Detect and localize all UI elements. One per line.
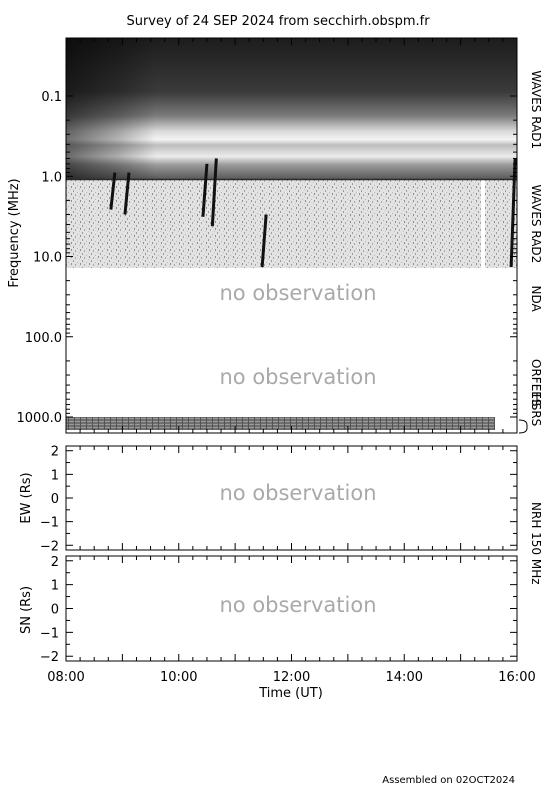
time-tick-label: 16:00 [498, 670, 535, 685]
sn-ticks: −2 −1 0 1 2 [40, 555, 517, 665]
freq-tick-label: 0.1 [41, 90, 62, 105]
time-tick-label: 12:00 [273, 670, 310, 685]
radio-burst [509, 158, 517, 268]
nrh-sn-panel: no observation SN (Rs) −2 −1 0 1 2 08:00 10:0… [19, 38, 536, 701]
radio-burst [260, 214, 268, 268]
time-tick-label: 10:00 [160, 670, 197, 685]
hsrs-brace [518, 419, 528, 434]
nrh-ew-panel: no observation EW (Rs) −2 −1 0 1 2 [19, 445, 518, 554]
y-axis-label-sn: SN (Rs) [19, 586, 34, 634]
no-observation-sn: no observation [219, 593, 376, 617]
radio-burst [123, 172, 131, 215]
position-tick-label: 1 [51, 579, 59, 594]
assembly-note: Assembled on 02OCT2024 [382, 775, 515, 786]
radio-burst [210, 158, 218, 227]
freq-tick-label: 100.0 [25, 331, 62, 346]
freq-tick-label: 1.0 [41, 170, 62, 185]
radio-bursts [109, 158, 517, 268]
time-tick-label: 14:00 [386, 670, 423, 685]
no-observation-nda: no observation [219, 281, 376, 305]
no-observation-ew: no observation [219, 481, 376, 505]
figure-title: Survey of 24 SEP 2024 from secchirh.obsp… [126, 14, 430, 29]
instrument-label-waves-rad1: WAVES RAD1 [529, 70, 543, 149]
ew-ticks: −2 −1 0 1 2 [40, 445, 517, 554]
rad1-dark-interval [66, 38, 517, 179]
position-tick-label: 2 [51, 445, 59, 460]
position-tick-label: 2 [51, 555, 59, 570]
position-tick-label: 0 [51, 603, 59, 618]
instrument-label-hsrs: HSRS [529, 394, 543, 427]
instrument-label-nda: NDA [529, 285, 543, 312]
time-ticks: 08:00 10:00 12:00 14:00 16:00 [47, 38, 536, 685]
position-tick-label: −1 [40, 626, 59, 641]
position-tick-label: −2 [40, 650, 59, 665]
freq-tick-label: 1000.0 [17, 411, 63, 426]
frequency-ticks: 0.1 1.0 10.0 100.0 1000.0 [17, 90, 517, 426]
radio-burst [109, 172, 117, 210]
rad2-spectrum [66, 179, 517, 268]
radio-burst [201, 163, 209, 217]
instrument-label-orfees: ORFEES [529, 359, 543, 406]
position-tick-label: 0 [51, 492, 59, 507]
freq-tick-label: 10.0 [33, 251, 62, 266]
no-observation-orfees: no observation [219, 365, 376, 389]
hsrs-spectrum [66, 417, 495, 430]
instrument-label-waves-rad2: WAVES RAD2 [529, 184, 543, 263]
x-axis-label-time: Time (UT) [258, 686, 323, 701]
dynamic-spectrum-panel: no observation no observation Frequency … [7, 37, 543, 434]
position-tick-label: −1 [40, 516, 59, 531]
nrh-instrument-label: NRH 150 MHz [529, 502, 543, 585]
position-tick-label: −2 [40, 539, 59, 554]
time-tick-label: 08:00 [47, 670, 84, 685]
rad2-data-gap [481, 179, 485, 268]
y-axis-label-frequency: Frequency (MHz) [7, 178, 22, 287]
y-axis-label-ew: EW (Rs) [19, 472, 34, 523]
position-tick-label: 1 [51, 468, 59, 483]
